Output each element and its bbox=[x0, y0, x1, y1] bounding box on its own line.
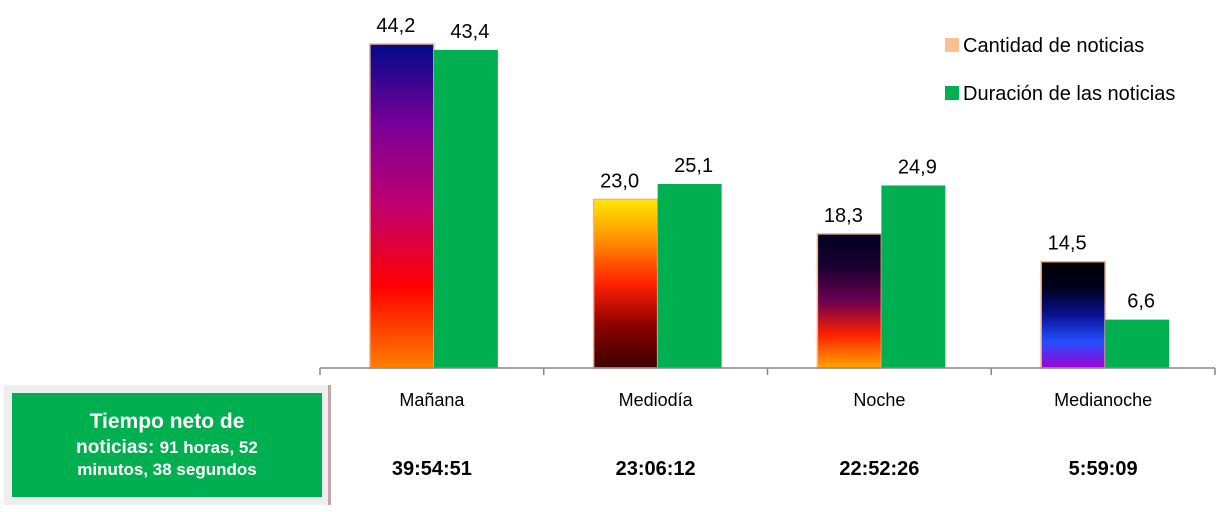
net-time-box: Tiempo neto de noticias: 91 horas, 52 mi… bbox=[12, 393, 322, 497]
labels-layer: 44,2 43,4 Mañana 39:54:51 23,0 25,1 Mediodía 23… bbox=[376, 15, 1155, 480]
data-label-duracion-1: 25,1 bbox=[674, 155, 713, 177]
data-label-duracion-3: 6,6 bbox=[1127, 291, 1155, 313]
category-label-2: Noche bbox=[853, 390, 905, 410]
net-time-title: Tiempo neto de bbox=[89, 410, 245, 434]
legend-label-0: Cantidad de noticias bbox=[963, 35, 1144, 57]
bar-cantidad-1 bbox=[592, 198, 659, 369]
duration-label-1: 23:06:12 bbox=[616, 458, 696, 480]
duration-label-2: 22:52:26 bbox=[839, 458, 919, 480]
bar-cantidad-3 bbox=[1040, 260, 1106, 369]
data-label-duracion-2: 24,9 bbox=[898, 156, 937, 178]
net-time-minutes: minutos, 38 segundos bbox=[77, 460, 257, 480]
data-label-cantidad-0: 44,2 bbox=[376, 15, 415, 37]
data-label-cantidad-2: 18,3 bbox=[824, 205, 863, 227]
legend-swatch-0 bbox=[945, 38, 959, 52]
duration-label-3: 5:59:09 bbox=[1069, 458, 1138, 480]
duration-label-0: 39:54:51 bbox=[392, 458, 472, 480]
category-label-1: Mediodía bbox=[619, 390, 694, 410]
legend-swatch-1 bbox=[945, 86, 959, 100]
bar-cantidad-0 bbox=[369, 43, 435, 369]
category-label-3: Medianoche bbox=[1054, 390, 1152, 410]
axis-ticks bbox=[319, 368, 1216, 375]
bar-duracion-2 bbox=[881, 185, 946, 368]
data-label-cantidad-3: 14,5 bbox=[1048, 233, 1087, 255]
data-label-cantidad-1: 23,0 bbox=[600, 170, 639, 192]
net-time-panel: Tiempo neto de noticias: 91 horas, 52 mi… bbox=[4, 385, 331, 505]
net-time-title-word: noticias: bbox=[76, 436, 155, 458]
net-time-line2: noticias: 91 horas, 52 bbox=[76, 436, 258, 460]
data-label-duracion-0: 43,4 bbox=[450, 21, 489, 43]
net-time-hours: 91 horas, 52 bbox=[159, 437, 258, 457]
category-label-0: Mañana bbox=[399, 390, 465, 410]
bar-duracion-3 bbox=[1105, 319, 1170, 368]
bar-duracion-0 bbox=[433, 49, 498, 368]
bar-cantidad-2 bbox=[816, 233, 883, 369]
legend-label-1: Duración de las noticias bbox=[963, 83, 1175, 105]
bar-duracion-1 bbox=[657, 184, 722, 368]
legend: Cantidad de noticias Duración de las noti… bbox=[945, 35, 1175, 105]
bars-layer bbox=[369, 43, 1170, 369]
